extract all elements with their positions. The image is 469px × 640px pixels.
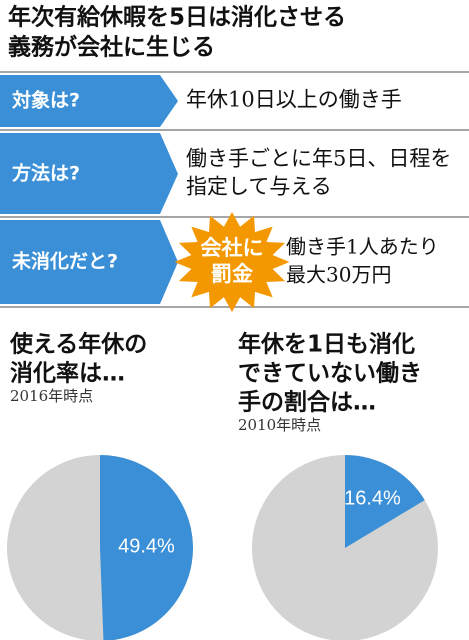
- chart-title: 消化率は…: [10, 361, 125, 387]
- row-text: 指定して与える: [186, 175, 332, 199]
- value-label: 49.4%: [118, 535, 175, 557]
- page-title: 義務が会社に生じる: [8, 34, 215, 61]
- row-label-cell: [0, 220, 178, 304]
- badge-text: 罰金: [211, 262, 253, 286]
- chart-title: 年休を1日も消化: [238, 331, 415, 358]
- value-label: 16.4%: [344, 488, 401, 510]
- row-label-cell: [0, 133, 178, 214]
- chart-title: 手の割合は…: [238, 390, 376, 416]
- row-label-cell: [0, 75, 178, 127]
- chart-subtitle: 2010年時点: [238, 416, 321, 434]
- pie-slice: [345, 455, 425, 548]
- row-label: 方法は?: [12, 162, 80, 185]
- chart-title: 使える年休の: [9, 331, 147, 358]
- row-label: 未消化だと?: [11, 250, 118, 273]
- badge-text: 会社に: [201, 236, 264, 260]
- badge-starburst: [174, 212, 290, 312]
- pie-slice: [100, 455, 193, 640]
- chart-title: できていない働き: [238, 361, 422, 387]
- row-text: 年休10日以上の働き手: [186, 88, 402, 112]
- page-title: 年次有給休暇を5日は消化させる: [8, 4, 346, 31]
- row-text: 働き手ごとに年5日、日程を: [186, 147, 451, 171]
- row-text: 最大30万円: [286, 263, 391, 287]
- row-text: 働き手1人あたり: [286, 235, 439, 259]
- chart-subtitle: 2016年時点: [10, 387, 93, 405]
- row-label: 対象は?: [11, 89, 80, 112]
